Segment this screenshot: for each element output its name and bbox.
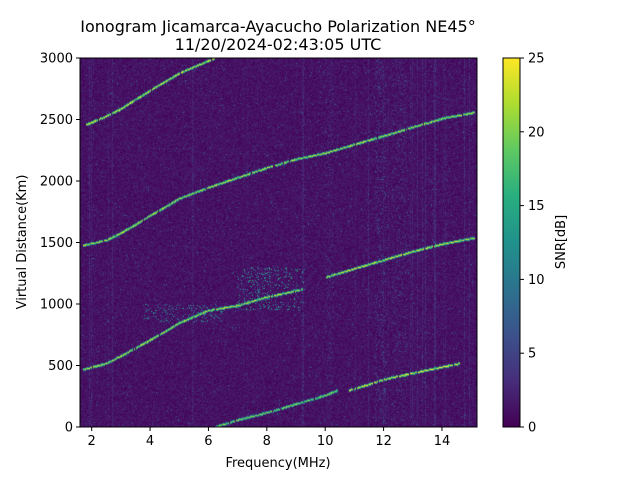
y-axis: 0 500 1000 1500 2000 2500 3000 [40,52,80,436]
y-tick-label: 2000 [40,175,73,190]
y-tick-label: 0 [65,421,73,436]
colorbar-tick-label: 15 [528,199,545,214]
heatmap-image [80,58,477,427]
colorbar-label: SNR[dB] [554,215,569,269]
y-tick-label: 3000 [40,52,73,67]
colorbar-tick-label: 20 [528,125,545,140]
y-tick-label: 1000 [40,298,73,313]
x-tick-label: 2 [88,434,96,449]
colorbar-tick-label: 25 [528,52,545,67]
y-tick-label: 500 [48,359,73,374]
x-tick-label: 10 [317,434,334,449]
chart-title-line1: Ionogram Jicamarca-Ayacucho Polarization… [80,17,475,36]
colorbar-tick-label: 5 [528,347,536,362]
x-axis: 2 4 6 8 10 12 14 [88,427,451,449]
colorbar-tick-label: 0 [528,421,536,436]
y-tick-label: 1500 [40,236,73,251]
plot-area [79,57,478,428]
x-tick-label: 6 [204,434,212,449]
colorbar-gradient [502,57,521,428]
y-axis-label: Virtual Distance(Km) [15,175,30,310]
x-axis-label: Frequency(MHz) [225,456,330,471]
x-tick-label: 14 [434,434,451,449]
colorbar-tick-label: 10 [528,273,545,288]
y-tick-label: 2500 [40,113,73,128]
x-tick-label: 4 [146,434,154,449]
chart-title-line2: 11/20/2024-02:43:05 UTC [175,35,382,54]
x-tick-label: 12 [375,434,392,449]
colorbar-ticks: 0 5 10 15 20 25 [520,52,545,436]
x-tick-label: 8 [263,434,271,449]
colorbar: 0 5 10 15 20 25 SNR[dB] [502,52,569,436]
